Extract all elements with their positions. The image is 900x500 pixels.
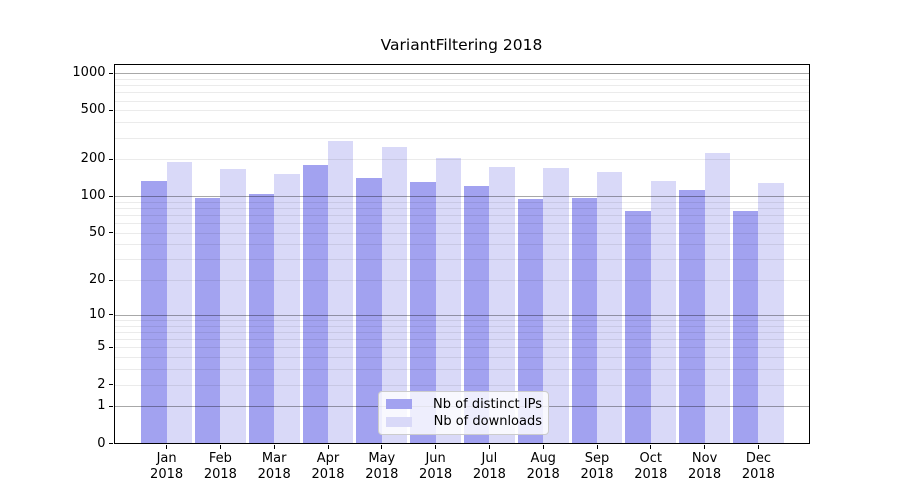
x-tick-mark [596, 444, 598, 449]
bar-nb-of-downloads-oct [650, 180, 677, 444]
legend-swatch-distinct-ips [386, 399, 412, 410]
legend-swatch-downloads [386, 416, 412, 427]
bar-nb-of-distinct-ips-dec [733, 211, 759, 444]
x-tick-mark [219, 444, 221, 449]
gridline-800 [113, 85, 810, 87]
gridline-20 [113, 280, 810, 282]
gridline-8 [113, 325, 810, 327]
bar-nb-of-downloads-feb [220, 168, 246, 444]
gridline-2 [113, 384, 810, 386]
x-tick-mark [757, 444, 759, 449]
bar-nb-of-distinct-ips-sep [571, 198, 597, 444]
x-tick-mark [381, 444, 383, 449]
gridline-80 [113, 207, 810, 209]
x-tick-label-aug: Aug 2018 [526, 450, 560, 483]
gridline-90 [113, 201, 810, 203]
y-tick-mark [109, 109, 113, 111]
gridline-70 [113, 215, 810, 217]
gridline-4 [113, 357, 810, 359]
y-tick-label: 10 [88, 306, 106, 322]
y-tick-mark [109, 314, 113, 316]
y-tick-label: 20 [88, 272, 106, 288]
x-tick-label-feb: Feb 2018 [203, 450, 237, 483]
x-tick-label-oct: Oct 2018 [634, 450, 668, 483]
x-tick-mark [327, 444, 329, 449]
bar-nb-of-downloads-apr [328, 140, 354, 444]
bar-nb-of-distinct-ips-apr [302, 165, 328, 444]
gridline-700 [113, 92, 810, 94]
gridline-400 [113, 122, 810, 124]
x-tick-mark [704, 444, 706, 449]
bar-nb-of-distinct-ips-feb [195, 198, 221, 444]
gridline-10 [113, 314, 810, 316]
gridline-100 [113, 196, 810, 198]
x-tick-label-jun: Jun 2018 [419, 450, 453, 483]
bar-nb-of-distinct-ips-may [356, 177, 382, 444]
x-tick-mark [542, 444, 544, 449]
y-tick-mark [109, 443, 113, 444]
gridline-40 [113, 244, 810, 246]
bar-nb-of-downloads-jan [166, 162, 192, 444]
x-tick-mark [435, 444, 437, 449]
y-tick-label: 1 [97, 398, 106, 414]
gridline-5 [113, 347, 810, 349]
gridline-500 [113, 110, 810, 112]
y-tick-label: 500 [80, 102, 106, 118]
y-tick-label: 1000 [72, 65, 106, 81]
y-tick-label: 5 [97, 339, 106, 355]
x-tick-label-mar: Mar 2018 [257, 450, 291, 483]
y-tick-mark [109, 195, 113, 197]
y-tick-mark [109, 158, 113, 160]
y-tick-label: 200 [80, 151, 106, 167]
bar-nb-of-downloads-sep [597, 171, 623, 444]
bar-nb-of-distinct-ips-nov [679, 189, 705, 444]
x-tick-label-sep: Sep 2018 [580, 450, 614, 483]
y-tick-label: 50 [88, 224, 106, 240]
legend-label: Nb of distinct IPs [433, 396, 542, 412]
y-tick-mark [109, 279, 113, 281]
bar-nb-of-distinct-ips-mar [248, 194, 275, 444]
y-tick-mark [109, 346, 113, 348]
x-tick-label-jan: Jan 2018 [150, 450, 184, 483]
gridline-3 [113, 369, 810, 371]
gridline-600 [113, 100, 810, 102]
x-tick-mark [273, 444, 275, 449]
bar-nb-of-downloads-mar [274, 173, 300, 444]
y-tick-mark [109, 384, 113, 386]
gridline-9 [113, 320, 810, 322]
x-tick-label-apr: Apr 2018 [311, 450, 345, 483]
x-tick-label-jul: Jul 2018 [472, 450, 506, 483]
y-tick-label: 100 [80, 188, 106, 204]
legend-label: Nb of downloads [433, 414, 542, 430]
bar-nb-of-downloads-dec [758, 183, 784, 444]
x-tick-mark [650, 444, 652, 449]
chart-title: VariantFiltering 2018 [380, 36, 543, 54]
gridline-50 [113, 232, 810, 234]
gridline-300 [113, 137, 810, 139]
y-tick-label: 0 [97, 435, 106, 451]
bar-nb-of-distinct-ips-oct [625, 211, 651, 444]
gridline-30 [113, 259, 810, 261]
y-tick-mark [109, 405, 113, 407]
x-tick-mark [166, 444, 168, 449]
x-tick-label-nov: Nov 2018 [688, 450, 722, 483]
gridline-7 [113, 332, 810, 334]
gridline-1000 [113, 73, 810, 75]
y-tick-label: 2 [97, 376, 106, 392]
bar-nb-of-downloads-nov [704, 153, 730, 444]
gridline-60 [113, 223, 810, 225]
x-tick-label-may: May 2018 [365, 450, 399, 483]
x-tick-label-dec: Dec 2018 [741, 450, 775, 483]
gridline-6 [113, 339, 810, 341]
legend: Nb of distinct IPs Nb of downloads [378, 391, 549, 435]
y-tick-mark [109, 232, 113, 234]
gridline-900 [113, 78, 810, 80]
x-tick-mark [488, 444, 490, 449]
bar-nb-of-distinct-ips-jan [141, 181, 167, 444]
legend-item: Nb of distinct IPs [386, 397, 542, 412]
gridline-200 [113, 159, 810, 161]
legend-item: Nb of downloads [386, 414, 542, 429]
y-tick-mark [109, 72, 113, 74]
